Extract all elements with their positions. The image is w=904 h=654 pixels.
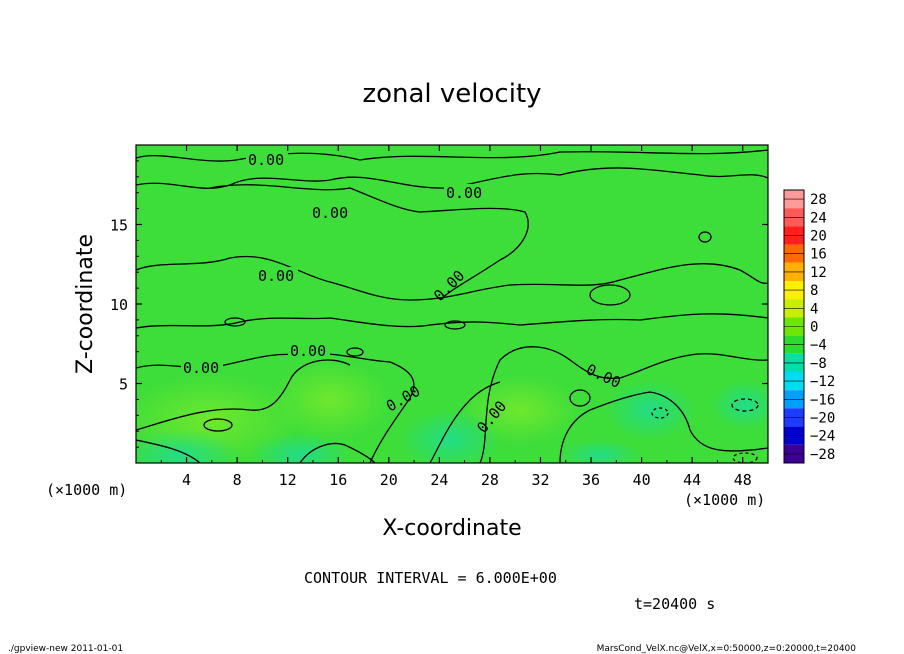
x-tick-label: 24 — [430, 471, 448, 489]
colorbar-label: −4 — [810, 338, 827, 354]
colorbar-label: −8 — [810, 356, 827, 372]
contour-label: 0.00 — [446, 184, 482, 202]
colorbar-label: 28 — [810, 192, 827, 208]
x-tick-label: 44 — [683, 471, 701, 489]
x-unit-left: (×1000 m) — [46, 481, 127, 499]
contour-label: 0.00 — [248, 151, 284, 169]
colorbar-label: 20 — [810, 229, 827, 245]
contour-label: 0.00 — [258, 267, 294, 285]
colorbar-label: 16 — [810, 247, 827, 263]
x-tick-label: 36 — [582, 471, 600, 489]
x-unit-right: (×1000 m) — [684, 491, 765, 509]
x-tick-label: 32 — [531, 471, 549, 489]
plot-area: 0.00 0.00 0.00 0.00 0.00 0.00 0.00 0.00 … — [136, 145, 768, 463]
y-tick-label: 5 — [119, 376, 128, 394]
colorbar: 28 24 20 16 12 8 4 0 −4 −8 −12 −16 −20 −24 −28 — [783, 189, 835, 464]
contour-label: 0.00 — [312, 204, 348, 222]
x-tick-label: 28 — [481, 471, 499, 489]
colorbar-label: −12 — [810, 374, 835, 390]
colorbar-label: 24 — [810, 210, 827, 226]
x-tick-label: 4 — [182, 471, 191, 489]
y-axis: 5 10 15 — [110, 160, 768, 448]
contour-label: 0.00 — [183, 359, 219, 377]
x-tick-label: 40 — [633, 471, 651, 489]
contour-label: 0.00 — [290, 342, 326, 360]
colorbar-label: −16 — [810, 392, 835, 408]
colorbar-label: −20 — [810, 411, 835, 427]
time-label: t=20400 s — [634, 595, 715, 613]
contour-interval: CONTOUR INTERVAL = 6.000E+00 — [304, 569, 557, 587]
colorbar-label: −28 — [810, 447, 835, 463]
colorbar-label: 12 — [810, 265, 827, 281]
footer-left: ./gpview-new 2011-01-01 — [8, 644, 123, 654]
field-shading — [136, 360, 768, 463]
colorbar-label: 8 — [810, 283, 818, 299]
y-axis-title: Z-coordinate — [73, 234, 98, 374]
x-tick-label: 20 — [380, 471, 398, 489]
footer-right: MarsCond_VelX.nc@VelX,x=0:50000,z=0:2000… — [597, 644, 857, 654]
x-axis-title: X-coordinate — [382, 516, 521, 541]
x-tick-label: 12 — [279, 471, 297, 489]
colorbar-label: 4 — [810, 301, 818, 317]
x-tick-label: 16 — [329, 471, 347, 489]
y-tick-label: 15 — [110, 217, 128, 235]
colorbar-label: 0 — [810, 320, 818, 336]
x-tick-label: 8 — [233, 471, 242, 489]
x-tick-label: 48 — [734, 471, 752, 489]
x-axis: 4 8 12 16 20 24 28 32 36 40 44 48 — [160, 145, 752, 489]
colorbar-label: −24 — [810, 429, 835, 445]
y-tick-label: 10 — [110, 296, 128, 314]
chart-title: zonal velocity — [362, 79, 541, 109]
